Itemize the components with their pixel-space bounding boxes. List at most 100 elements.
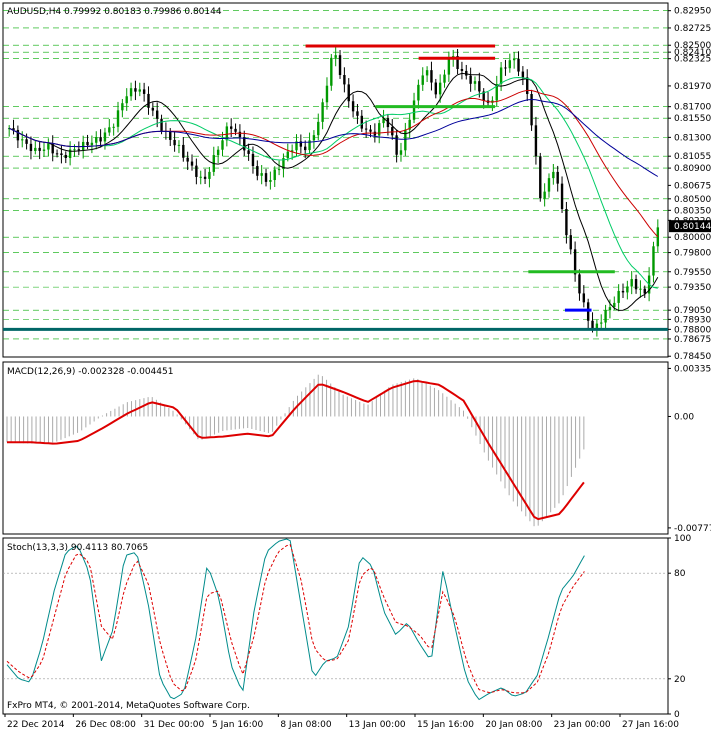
candle-body [369, 129, 372, 132]
price-layer [3, 10, 668, 340]
ma-slow-line [8, 98, 659, 177]
candle-body [108, 127, 111, 133]
price-tick-label: 0.79800 [674, 249, 711, 259]
candle-body [425, 70, 429, 76]
candle-body [221, 140, 224, 150]
candle-body [134, 88, 137, 92]
candle-body [25, 139, 28, 144]
candle-body [308, 140, 311, 151]
candle-body [543, 191, 546, 199]
candle-body [408, 119, 411, 130]
candle-body [73, 149, 76, 151]
candle-body [277, 169, 281, 171]
candle-body [582, 293, 586, 303]
price-tick-label: 0.78800 [674, 325, 711, 335]
candle-body [386, 118, 390, 128]
candle-body [613, 302, 616, 308]
candle-body [373, 131, 377, 136]
candle-body [42, 149, 46, 151]
candle-body [103, 132, 107, 142]
macd-tick-label: -0.007774 [674, 524, 711, 534]
candle-body [634, 279, 638, 290]
candle-body [325, 85, 329, 103]
candle-body [530, 94, 533, 126]
candle-body [216, 149, 220, 156]
candle-body [125, 96, 128, 104]
stoch-main-line [6, 538, 585, 701]
stoch-panel [2, 537, 669, 715]
price-tick-label: 0.80000 [674, 233, 711, 243]
candle-body [495, 84, 498, 101]
candle-body [160, 118, 163, 131]
candle-body [225, 126, 229, 141]
candle-body [173, 139, 176, 146]
candle-body [182, 144, 185, 158]
candle-body [60, 153, 63, 155]
candle-body [34, 147, 37, 152]
candle-body [90, 142, 94, 146]
candle-body [77, 149, 81, 151]
candle-body [299, 141, 303, 147]
candle-body [399, 150, 403, 155]
time-tick-label: 20 Jan 08:00 [485, 720, 542, 730]
time-tick-label: 23 Jan 00:00 [554, 720, 611, 730]
current-price-label: 0.80144 [674, 222, 711, 232]
price-tick-label: 0.80675 [674, 181, 711, 191]
candle-body [203, 176, 207, 179]
candle-body [264, 173, 268, 182]
candle-body [51, 143, 54, 154]
candle-body [560, 183, 564, 209]
time-tick-label: 22 Dec 2014 [7, 720, 65, 730]
candle-body [378, 123, 381, 136]
candle-body [290, 150, 294, 152]
candle-body [517, 58, 520, 72]
macd-panel [2, 361, 669, 535]
candle-body [86, 141, 89, 146]
candle-body [364, 128, 368, 130]
price-tick-label: 0.82500 [674, 41, 711, 51]
candle-body [626, 286, 629, 293]
candle-body [234, 128, 237, 132]
candle-body [269, 180, 272, 182]
price-tick-label: 0.79050 [674, 306, 711, 316]
price-tick-label: 0.82725 [674, 24, 711, 34]
time-tick-label: 27 Jan 16:00 [622, 720, 679, 730]
price-tick-label: 0.82950 [674, 7, 711, 17]
current-price-tag [669, 220, 711, 233]
candle-body [295, 141, 298, 151]
candle-body [238, 131, 242, 138]
candle-body [556, 171, 559, 184]
candle-body [38, 147, 41, 151]
candle-body [412, 100, 416, 120]
ma-fast-line [8, 72, 659, 311]
candle-body [334, 55, 337, 58]
macd-tick-label: 0.00 [674, 412, 694, 422]
candle-body [421, 75, 424, 85]
candle-body [621, 290, 625, 293]
candle-body [460, 69, 464, 71]
candle-body [304, 146, 307, 151]
candle-body [565, 208, 568, 236]
candle-body [473, 81, 477, 84]
candle-body [539, 156, 542, 199]
candle-body [443, 74, 446, 83]
candle-body [447, 59, 451, 75]
candle-body [504, 67, 507, 69]
price-tick-label: 0.80900 [674, 164, 711, 174]
candle-body [478, 81, 481, 92]
candle-body [317, 121, 320, 136]
candle-body [630, 279, 633, 287]
stoch-tick-label: 20 [674, 675, 686, 685]
price-tick-label: 0.81550 [674, 114, 711, 124]
time-tick-label: 26 Dec 08:00 [75, 720, 136, 730]
stoch-tick-label: 80 [674, 569, 686, 579]
price-tick-label: 0.78450 [674, 352, 711, 362]
candle-body [382, 118, 385, 124]
candle-body [639, 288, 642, 290]
candle-body [282, 158, 285, 170]
candle-body [617, 290, 620, 303]
candle-body [199, 176, 202, 178]
macd-header: MACD(12,26,9) -0.002328 -0.004451 [7, 367, 173, 377]
